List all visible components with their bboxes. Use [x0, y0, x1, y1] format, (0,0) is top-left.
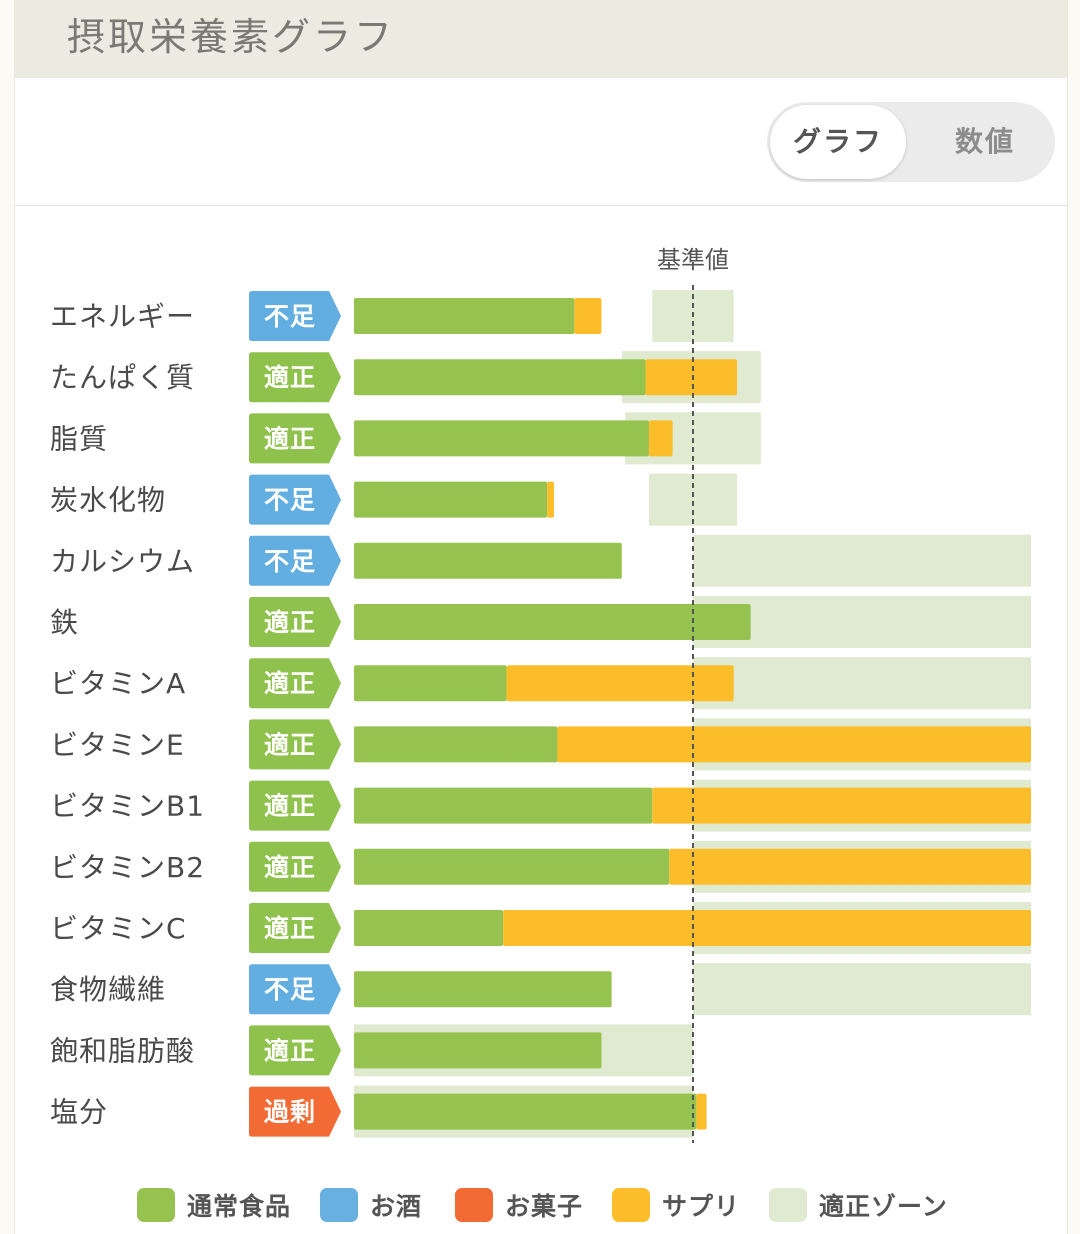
status-badge-row-4 — [249, 535, 341, 586]
status-badge-row-0 — [249, 291, 341, 341]
nutrient-label-row-7: ビタミンE — [50, 728, 185, 761]
bar-サプリ-row-9 — [669, 848, 1031, 885]
status-badge-label-row-5: 適正 — [264, 608, 316, 637]
legend-swatch-3 — [612, 1188, 650, 1222]
bar-サプリ-row-2 — [648, 420, 673, 457]
nutrient-label-row-5: 鉄 — [50, 606, 79, 639]
nutrient-label-row-2: 脂質 — [50, 422, 108, 455]
nutrient-label-row-11: 食物繊維 — [50, 973, 166, 1006]
bar-通常食品-row-3 — [354, 481, 548, 518]
status-badge-label-row-11: 不足 — [264, 975, 316, 1004]
bar-サプリ-row-10 — [503, 910, 1031, 946]
bar-サプリ-row-6 — [506, 665, 734, 702]
nutrient-label-row-0: エネルギー — [50, 300, 195, 333]
status-badge-label-row-6: 適正 — [264, 669, 316, 698]
bar-通常食品-row-8 — [354, 787, 653, 824]
nutrient-label-row-6: ビタミンA — [50, 667, 186, 700]
status-badge-label-row-1: 適正 — [264, 363, 316, 392]
legend-swatch-0 — [137, 1188, 175, 1222]
status-badge-label-row-10: 適正 — [264, 914, 316, 943]
nutrient-label-row-9: ビタミンB2 — [50, 851, 205, 884]
status-badge-row-3 — [249, 474, 341, 525]
status-badge-label-row-2: 適正 — [264, 424, 316, 453]
optimal-zone-row-4 — [693, 534, 1031, 587]
bar-通常食品-row-11 — [354, 971, 612, 1008]
reference-label: 基準値 — [657, 246, 729, 274]
bar-サプリ-row-7 — [557, 726, 1031, 763]
nutrient-label-row-8: ビタミンB1 — [50, 790, 205, 823]
status-badge-row-13 — [249, 1086, 341, 1137]
status-badge-row-5 — [249, 597, 341, 647]
legend-swatch-2 — [455, 1188, 493, 1222]
status-badge-row-11 — [249, 964, 341, 1015]
status-badge-row-2 — [249, 413, 341, 464]
status-badge-label-row-0: 不足 — [264, 302, 316, 331]
bar-通常食品-row-13 — [354, 1093, 697, 1130]
bar-通常食品-row-5 — [354, 604, 751, 640]
toggle-graph-button[interactable]: グラフ — [770, 105, 906, 179]
nutrient-label-row-4: カルシウム — [50, 545, 195, 578]
status-badge-row-1 — [249, 352, 341, 403]
nutrient-label-row-1: たんぱく質 — [50, 361, 195, 394]
status-badge-row-10 — [249, 903, 341, 953]
legend-label-1: お酒 — [370, 1192, 422, 1221]
bar-通常食品-row-2 — [354, 420, 649, 457]
status-badge-label-row-4: 不足 — [264, 547, 316, 576]
legend-swatch-1 — [320, 1188, 358, 1222]
bar-サプリ-row-1 — [645, 359, 738, 396]
bar-通常食品-row-6 — [354, 665, 507, 702]
header-divider — [15, 205, 1067, 206]
legend-label-0: 通常食品 — [187, 1192, 291, 1221]
bar-サプリ-row-3 — [547, 481, 555, 518]
status-badge-label-row-8: 適正 — [264, 792, 316, 821]
nutrient-label-row-12: 飽和脂肪酸 — [50, 1034, 195, 1067]
status-badge-row-6 — [249, 658, 341, 709]
card-header: 摂取栄養素グラフ — [15, 0, 1067, 78]
bar-通常食品-row-7 — [354, 726, 558, 763]
bar-通常食品-row-0 — [354, 298, 575, 334]
status-badge-label-row-13: 過剰 — [264, 1098, 316, 1127]
bar-通常食品-row-4 — [354, 542, 622, 579]
bar-サプリ-row-0 — [574, 298, 602, 334]
view-toggle: グラフ 数値 — [767, 102, 1055, 182]
page-title: 摂取栄養素グラフ — [67, 15, 396, 59]
optimal-zone-row-6 — [693, 657, 1031, 710]
nutrient-label-row-13: 塩分 — [50, 1096, 108, 1129]
legend-label-4: 適正ゾーン — [819, 1192, 948, 1221]
bar-通常食品-row-12 — [354, 1032, 602, 1069]
bar-通常食品-row-9 — [354, 848, 670, 885]
legend-label-3: サプリ — [662, 1192, 740, 1221]
status-badge-label-row-7: 適正 — [264, 730, 316, 759]
status-badge-row-8 — [249, 780, 341, 831]
bar-通常食品-row-10 — [354, 910, 504, 946]
bar-通常食品-row-1 — [354, 359, 646, 396]
nutrient-label-row-10: ビタミンC — [50, 912, 187, 945]
status-badge-row-12 — [249, 1025, 341, 1076]
bar-サプリ-row-8 — [652, 787, 1031, 824]
optimal-zone-row-11 — [693, 963, 1031, 1016]
legend-swatch-4 — [769, 1188, 807, 1222]
status-badge-row-7 — [249, 719, 341, 770]
optimal-zone-row-3 — [648, 473, 738, 526]
toggle-value-button[interactable]: 数値 — [954, 125, 1015, 158]
status-badge-label-row-3: 不足 — [264, 486, 316, 515]
status-badge-label-row-9: 適正 — [264, 853, 316, 882]
bar-サプリ-row-13 — [696, 1093, 707, 1130]
nutrient-label-row-3: 炭水化物 — [50, 484, 166, 517]
status-badge-row-9 — [249, 841, 341, 892]
status-badge-label-row-12: 適正 — [264, 1036, 316, 1065]
legend-label-2: お菓子 — [505, 1192, 583, 1221]
